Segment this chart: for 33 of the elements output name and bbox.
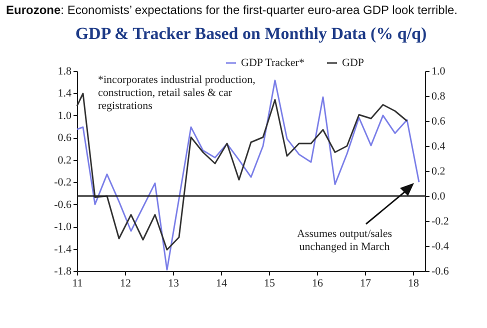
x-tick-label: 17 [360,278,372,290]
legend-label: GDP [342,57,364,69]
x-tick-label: 15 [264,278,276,290]
x-tick-label: 11 [72,278,83,290]
y-tick-label: -1.8 [54,266,72,278]
y-tick-label: 0.6 [58,132,72,144]
y2-tick-label: -0.2 [432,216,449,228]
y2-tick-label: 0.2 [432,166,446,178]
y-tick-label: -1.0 [54,221,72,234]
y-tick-label: -0.2 [54,176,72,189]
y2-tick-label: 0.0 [432,190,446,202]
annotation: *incorporates industrial production, construction, retail sales & car registrations [98,74,256,113]
y2-tick-label: 1.0 [432,66,446,78]
legend-label: GDP Tracker* [241,57,304,69]
y2-tick-label: 0.6 [432,116,446,128]
y-tick-label: -1.4 [54,243,72,256]
y2-tick-label: -0.4 [432,240,450,252]
y-tick-label: -0.6 [54,198,72,211]
x-tick-label: 13 [168,278,180,290]
chart-title: Eurozone: Economists’ expectations for the first-quarter euro-area GDP look terrible. [6,3,458,17]
y-tick-label: 0.2 [58,154,72,166]
y-tick-label: 1.0 [58,110,72,122]
y2-tick-label: 0.8 [432,90,446,102]
x-tick-label: 12 [120,278,131,290]
y-tick-label: 1.8 [58,66,72,78]
x-tick-label: 16 [312,278,324,290]
y2-tick-label: 0.4 [432,140,446,152]
chart-subtitle: GDP & Tracker Based on Monthly Data (% q/q) [75,24,427,43]
y-tick-label: 1.4 [58,88,72,100]
x-tick-label: 14 [216,278,228,290]
x-tick-label: 18 [408,278,420,290]
y2-tick-label: -0.6 [432,266,450,278]
annotation: Assumes output/sales unchanged in March [296,228,394,254]
